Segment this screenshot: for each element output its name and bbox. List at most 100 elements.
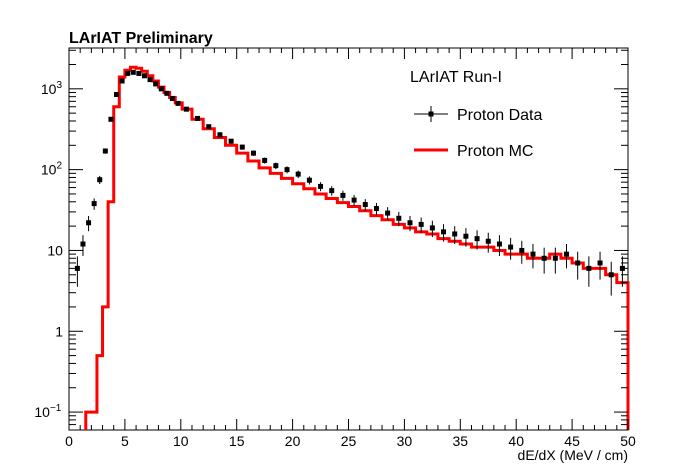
data-point [407,215,413,232]
x-tick-label: 30 [397,433,413,449]
data-point [295,170,301,179]
data-marker [108,116,114,122]
data-point [474,230,480,250]
y-tick-label: 103 [41,80,63,97]
data-point [318,182,324,192]
data-series-layer [74,69,625,296]
y-tick-base: 10 [34,404,50,420]
data-marker [441,229,447,235]
data-point [250,150,256,157]
data-point [74,256,80,287]
data-marker [329,188,335,194]
legend-entry-mc-label: Proton MC [457,143,533,160]
data-point [195,115,201,121]
data-marker [418,221,424,227]
x-tick-label: 20 [285,433,301,449]
data-point [463,228,469,247]
data-marker [295,171,301,177]
data-point [362,199,368,211]
data-point [485,232,491,253]
data-marker [164,90,170,96]
data-marker [496,241,502,247]
x-tick-label: 15 [229,433,245,449]
data-point [125,70,131,76]
data-marker [136,70,142,76]
y-tick-label: 10−1 [34,403,61,420]
data-point [396,211,402,227]
data-point [306,176,312,185]
data-point [284,166,290,174]
data-point [228,138,234,144]
data-marker [541,255,547,261]
x-tick-label: 25 [341,433,357,449]
data-marker [125,70,131,76]
data-point [206,124,212,130]
data-point [586,256,592,287]
data-marker [147,77,153,83]
data-marker [97,177,103,183]
data-marker [362,202,368,208]
data-point [351,195,357,206]
y-tick-base: 10 [41,81,57,97]
data-marker [102,148,108,154]
data-marker [564,251,570,257]
data-marker [195,115,201,121]
y-tick-base: 10 [41,162,57,178]
data-point [496,235,502,257]
x-tick-label: 45 [564,433,580,449]
data-point [91,198,97,210]
data-point [175,100,181,106]
data-point [564,244,570,269]
data-point [340,190,346,201]
data-point [385,207,391,221]
data-point [429,220,435,238]
data-point [541,247,547,274]
data-marker [306,177,312,183]
data-marker [396,215,402,221]
data-point [217,132,223,138]
data-marker [351,197,357,203]
data-marker [169,95,175,101]
data-marker [385,210,391,216]
data-point [80,235,86,257]
data-marker [340,192,346,198]
data-point [575,251,581,280]
data-point [114,92,120,98]
x-tick-label: 40 [508,433,524,449]
y-tick-base: 10 [47,242,63,258]
data-point [508,237,514,260]
y-tick-base: 1 [55,323,63,339]
legend-data-marker [428,111,434,117]
data-point [373,202,379,216]
data-marker [407,220,413,226]
data-point [108,116,114,122]
x-tick-label: 50 [620,433,636,449]
data-point [169,95,175,101]
x-axis-label: dE/dX (MeV / cm) [518,447,628,463]
data-marker [141,73,147,79]
data-point [119,78,125,84]
y-tick-label: 102 [41,161,63,178]
data-marker [206,124,212,130]
y-tick-label: 1 [55,323,63,339]
y-tick-exponent: 3 [56,80,62,91]
data-point [239,144,245,150]
data-marker [284,167,290,173]
x-tick-label: 0 [65,433,73,449]
data-marker [175,100,181,106]
data-point [452,226,458,245]
data-marker [530,251,536,257]
data-marker [183,106,189,112]
data-marker [552,255,558,261]
data-marker [80,241,86,247]
data-marker [597,260,603,266]
x-tick-label: 35 [453,433,469,449]
data-marker [217,132,223,138]
data-marker [239,144,245,150]
data-marker [608,272,614,278]
data-point [418,217,424,234]
data-point [273,162,279,170]
data-point [130,69,136,75]
y-tick-label: 10 [47,242,63,258]
